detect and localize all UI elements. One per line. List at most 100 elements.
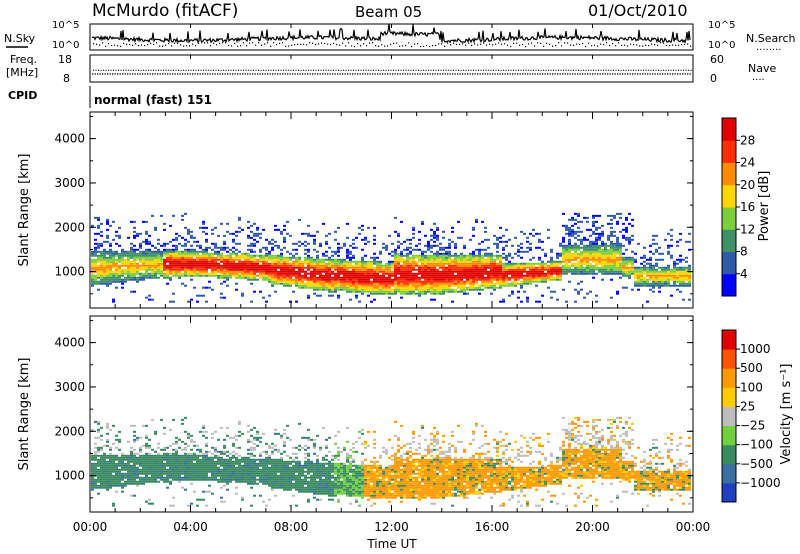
power-cell [307,272,310,275]
power-cell [328,256,331,259]
power-cell [430,298,433,301]
nave-dot [540,69,542,71]
freq-dot [379,73,381,75]
nave-dot [685,69,687,71]
power-cell [313,264,316,267]
colorbar-segment [722,162,736,186]
velocity-cell [148,458,151,461]
power-cell [250,300,253,303]
nave-dot [590,69,592,71]
velocity-cell [130,482,133,485]
power-cell [574,232,577,235]
power-cell [214,226,217,229]
power-cell [676,270,679,273]
power-cell [298,270,301,273]
power-cell [208,272,211,275]
colorbar-segment [722,251,736,275]
power-cell [157,258,160,261]
power-cell [409,286,412,289]
power-cell [592,250,595,253]
velocity-cell [100,464,103,467]
power-cell [256,268,259,271]
freq-panel-frame [89,54,694,83]
power-cell [655,278,658,281]
velocity-cell [121,486,124,489]
power-cell [148,276,151,279]
power-cell [367,226,370,229]
power-cell [613,252,616,255]
power-cell [349,286,352,289]
power-cell [679,272,682,275]
nsearch-dot [465,44,467,46]
power-cell [628,268,631,271]
nsearch-dot [195,45,197,47]
velocity-cell [163,472,166,475]
nave-dot [270,69,272,71]
nsearch-dot [504,43,506,45]
freq-dot [147,73,149,75]
velocity-cell [148,468,151,471]
nave-dot [585,69,587,71]
power-cell [250,270,253,273]
power-cell [283,266,286,269]
velocity-cell [91,488,94,491]
power-cell [208,260,211,263]
nsearch-dot [363,43,365,45]
power-cell [277,244,280,247]
velocity-cell [112,484,115,487]
power-cell [268,264,271,267]
power-cell [277,264,280,267]
power-cell [676,276,679,279]
power-cell [121,270,124,273]
power-cell [436,262,439,265]
power-cell [625,218,628,221]
power-cell [298,260,301,263]
power-cell [214,252,217,255]
power-cell [430,286,433,289]
power-cell [355,290,358,293]
power-cell [109,262,112,265]
nave-dot [605,69,607,71]
velocity-cell [169,454,172,457]
power-cell [592,266,595,269]
power-cell [277,228,280,231]
power-cell [283,278,286,281]
velocity-cell [169,504,172,507]
power-cell [514,236,517,239]
nave-dot [175,69,177,71]
power-cell [202,250,205,253]
power-cell [667,272,670,275]
power-cell [652,234,655,237]
power-cell [568,248,571,251]
power-cell [457,286,460,289]
power-cell [460,286,463,289]
velocity-cell [151,472,154,475]
nave-dot [598,69,600,71]
freq-dot [107,73,109,75]
power-cell [616,248,619,251]
power-cell [433,298,436,301]
power-cell [94,264,97,267]
nave-dot [358,69,360,71]
nsearch-legend-dots: ........ [756,42,781,53]
freq-dot [217,73,219,75]
power-cell [241,292,244,295]
power-cell [235,264,238,267]
power-cell [499,262,502,265]
power-cell [346,266,349,269]
power-cell [286,280,289,283]
power-cell [109,264,112,267]
power-cell [244,254,247,257]
power-cell [460,276,463,279]
power-cell [139,246,142,249]
velocity-cell [163,466,166,469]
nave-dot [273,69,275,71]
velocity-cell [103,456,106,459]
power-cell [574,288,577,291]
power-cell [673,280,676,283]
power-cell [559,252,562,255]
power-cell [316,254,319,257]
power-cell [130,272,133,275]
power-cell [364,242,367,245]
power-cell [301,274,304,277]
